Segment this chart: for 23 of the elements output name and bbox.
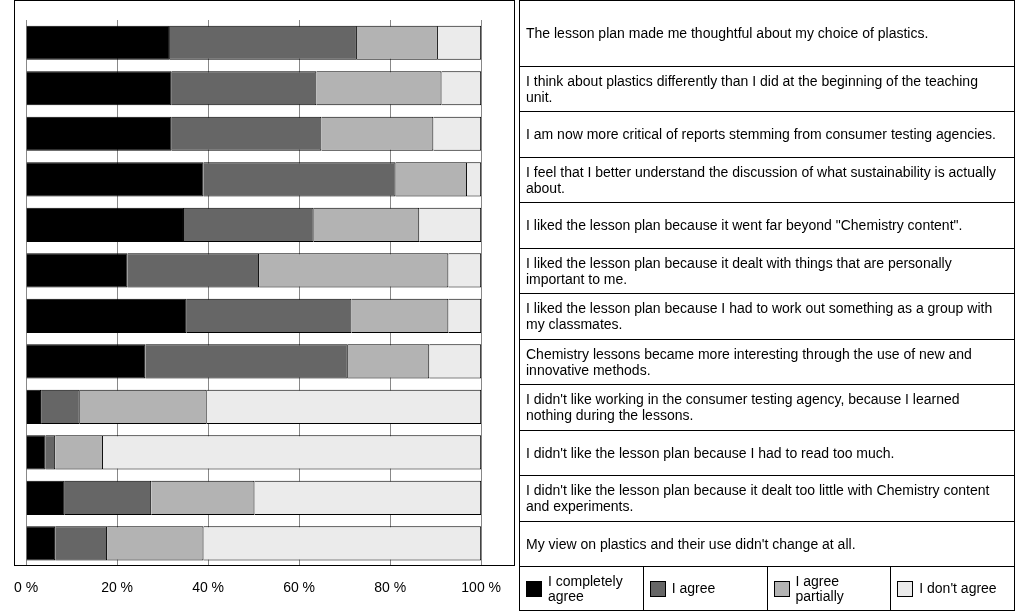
x-tick-label: 80 %: [374, 579, 407, 596]
x-tick-label: 60 %: [283, 579, 316, 596]
x-tick-label: 100 %: [461, 579, 501, 596]
legend-label: I don't agree: [919, 580, 997, 596]
bar: [26, 526, 56, 561]
x-tick-label: 0 %: [14, 579, 39, 596]
y-tick-label: I didn't like the lesson plan because it dealt too little with Chemistry content and experiments.: [526, 482, 991, 515]
y-tick-label: I didn't like the lesson plan because I had to read too much.: [526, 444, 895, 461]
y-tick-label: The lesson plan made me thoughtful about my choice of plastics.: [526, 25, 929, 42]
y-tick-label: I feel that I better understand the discussion of what sustainability is actually about.: [526, 163, 998, 196]
x-tick-label: 20 %: [101, 579, 134, 596]
y-tick-label: My view on plastics and their use didn't change at all.: [526, 535, 856, 552]
y-tick-label: I liked the lesson plan because it went far beyond "Chemistry content".: [526, 217, 963, 234]
legend-label: I agree: [671, 580, 716, 596]
y-tick-label: I liked the lesson plan because it dealt with things that are personally important to me.: [526, 254, 953, 287]
y-tick-label: I didn't like working in the consumer testing agency, because I learned nothing during the lessons.: [526, 391, 961, 424]
y-tick-label: I liked the lesson plan because I had to work out something as a group with my classmates.: [526, 300, 994, 333]
x-tick-label: 40 %: [192, 579, 225, 596]
y-tick-label: I am now more critical of reports stemming from consumer testing agencies.: [526, 126, 996, 143]
legend-label: I completely agree: [548, 572, 624, 604]
y-tick-label: Chemistry lessons became more interesting through the use of new and innovative methods.: [526, 345, 973, 378]
legend-label: I agree partially: [795, 572, 845, 604]
y-tick-label: I think about plastics differently than I did at the beginning of the teaching unit.: [526, 72, 979, 105]
